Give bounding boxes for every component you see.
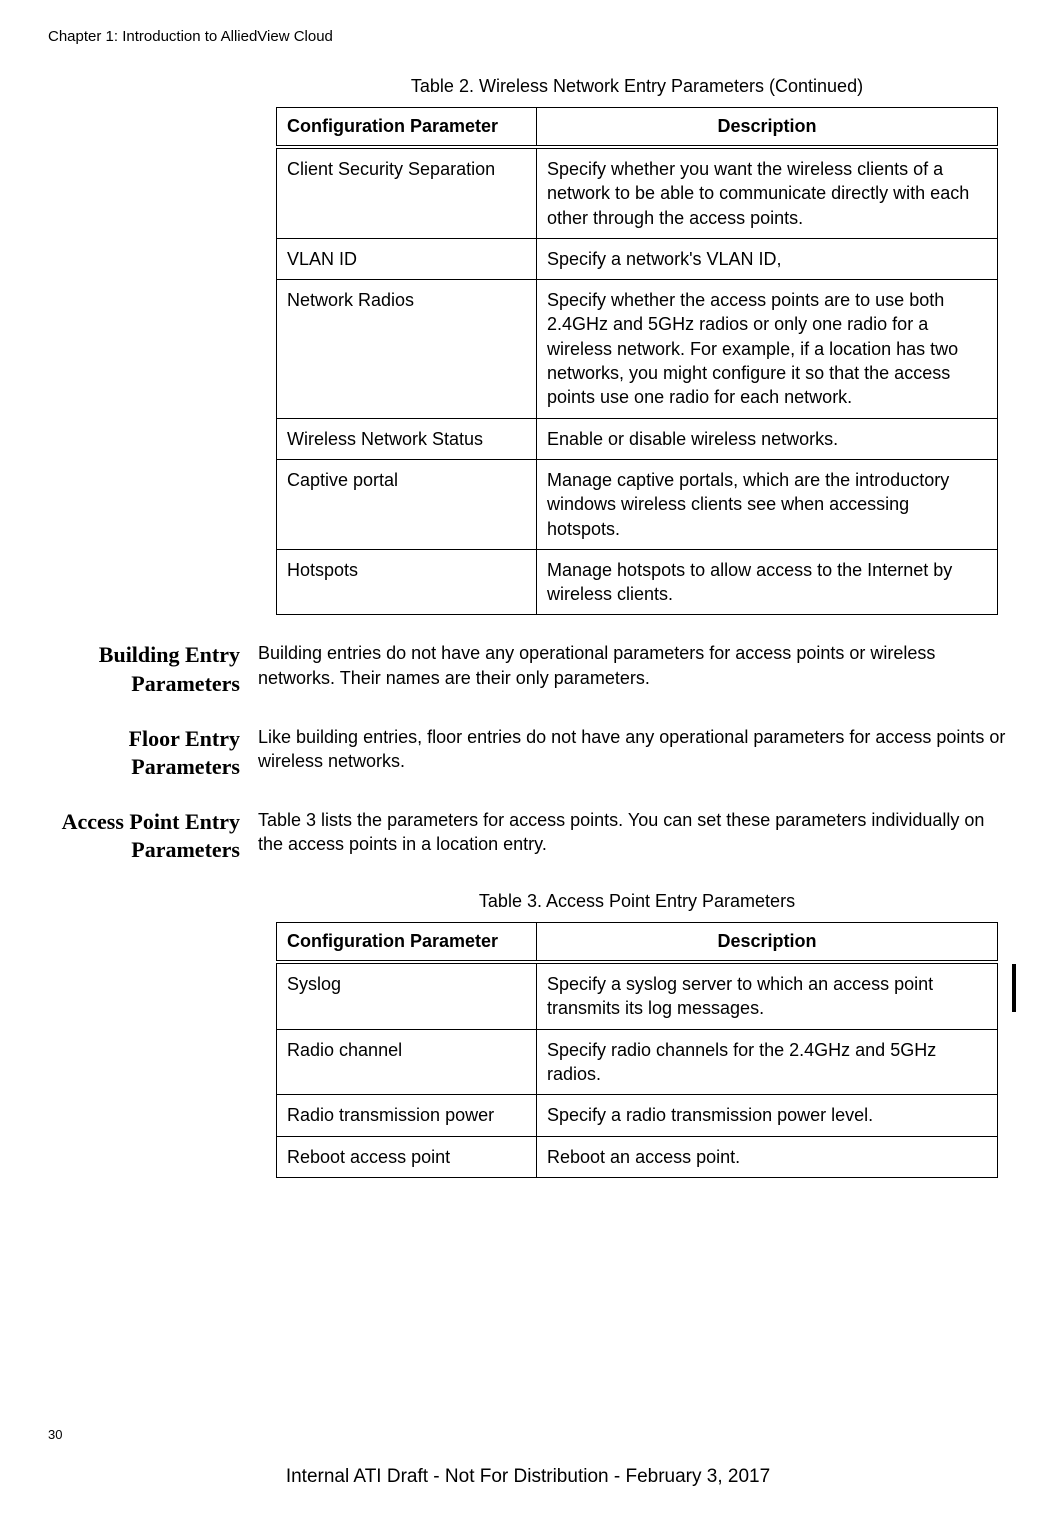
table-row: Wireless Network Status Enable or disabl…	[277, 418, 998, 459]
table-row: Radio transmission power Specify a radio…	[277, 1095, 998, 1136]
table2-desc: Enable or disable wireless networks.	[537, 418, 998, 459]
footer-text: Internal ATI Draft - Not For Distributio…	[0, 1466, 1056, 1488]
table3-col1-header: Configuration Parameter	[277, 923, 537, 963]
section-heading-building: Building Entry Parameters	[48, 641, 258, 698]
table2-param: VLAN ID	[277, 238, 537, 279]
section-heading-access-point: Access Point Entry Parameters	[48, 808, 258, 865]
table2-param: Hotspots	[277, 549, 537, 615]
table2-desc: Specify a network's VLAN ID,	[537, 238, 998, 279]
table-row: Client Security Separation Specify wheth…	[277, 147, 998, 238]
table2-desc: Specify whether the access points are to…	[537, 280, 998, 418]
page-number: 30	[48, 1427, 62, 1442]
section-heading-floor: Floor Entry Parameters	[48, 725, 258, 782]
table2-wrapper: Table 2. Wireless Network Entry Paramete…	[276, 76, 998, 615]
table3-header-row: Configuration Parameter Description	[277, 923, 998, 963]
section-body-access-point: Table 3 lists the parameters for access …	[258, 808, 1008, 865]
table2-desc: Manage captive portals, which are the in…	[537, 459, 998, 549]
table-row: Captive portal Manage captive portals, w…	[277, 459, 998, 549]
table3-desc: Specify a radio transmission power level…	[537, 1095, 998, 1136]
table-row: VLAN ID Specify a network's VLAN ID,	[277, 238, 998, 279]
table3-wrapper: Table 3. Access Point Entry Parameters C…	[276, 891, 998, 1178]
table3-param: Reboot access point	[277, 1136, 537, 1177]
section-body-building: Building entries do not have any operati…	[258, 641, 1008, 698]
table3-param: Syslog	[277, 962, 537, 1029]
table2-caption: Table 2. Wireless Network Entry Paramete…	[276, 76, 998, 97]
table2-desc: Specify whether you want the wireless cl…	[537, 147, 998, 238]
section-access-point: Access Point Entry Parameters Table 3 li…	[48, 808, 1008, 865]
table3-desc: Specify a syslog server to which an acce…	[537, 962, 998, 1029]
table2-param: Client Security Separation	[277, 147, 537, 238]
table3-desc: Specify radio channels for the 2.4GHz an…	[537, 1029, 998, 1095]
table3-desc: Reboot an access point.	[537, 1136, 998, 1177]
table2-col1-header: Configuration Parameter	[277, 108, 537, 148]
table2-desc: Manage hotspots to allow access to the I…	[537, 549, 998, 615]
change-bar-icon	[1012, 964, 1016, 1012]
section-body-floor: Like building entries, floor entries do …	[258, 725, 1008, 782]
chapter-header: Chapter 1: Introduction to AlliedView Cl…	[48, 28, 333, 45]
table2: Configuration Parameter Description Clie…	[276, 107, 998, 615]
content-area: Table 2. Wireless Network Entry Paramete…	[48, 76, 1008, 1178]
table-row: Hotspots Manage hotspots to allow access…	[277, 549, 998, 615]
table3: Configuration Parameter Description Sysl…	[276, 922, 998, 1178]
table2-param: Network Radios	[277, 280, 537, 418]
section-floor: Floor Entry Parameters Like building ent…	[48, 725, 1008, 782]
table2-param: Captive portal	[277, 459, 537, 549]
table2-col2-header: Description	[537, 108, 998, 148]
table2-header-row: Configuration Parameter Description	[277, 108, 998, 148]
table-row: Syslog Specify a syslog server to which …	[277, 962, 998, 1029]
table3-block: Table 3. Access Point Entry Parameters C…	[48, 891, 1008, 1178]
table3-param: Radio transmission power	[277, 1095, 537, 1136]
table3-param: Radio channel	[277, 1029, 537, 1095]
table-row: Reboot access point Reboot an access poi…	[277, 1136, 998, 1177]
section-building: Building Entry Parameters Building entri…	[48, 641, 1008, 698]
table2-param: Wireless Network Status	[277, 418, 537, 459]
table3-caption: Table 3. Access Point Entry Parameters	[276, 891, 998, 912]
table3-col2-header: Description	[537, 923, 998, 963]
table-row: Radio channel Specify radio channels for…	[277, 1029, 998, 1095]
table-row: Network Radios Specify whether the acces…	[277, 280, 998, 418]
